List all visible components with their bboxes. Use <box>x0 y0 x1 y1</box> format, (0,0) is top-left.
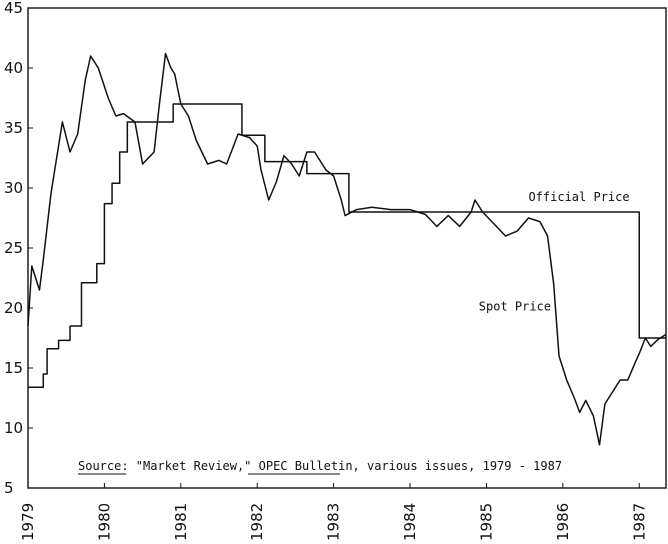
source-text-1: "Market Review," <box>129 459 259 473</box>
y-tick-label: 25 <box>4 239 23 257</box>
y-tick-label: 45 <box>4 0 23 17</box>
spot-price-line <box>27 52 667 446</box>
series-layer <box>27 52 667 446</box>
y-tick-label: 5 <box>4 479 14 497</box>
x-tick-label: 1984 <box>401 503 419 541</box>
official-price-line <box>28 103 666 388</box>
spot-price-label: Spot Price <box>479 299 551 313</box>
x-axis: 1979 1980 1981 1982 1983 1984 1985 1986 1987 <box>19 483 648 541</box>
y-tick-label: 35 <box>4 119 23 137</box>
y-tick-label: 15 <box>4 359 23 377</box>
source-note: Source: "Market Review," OPEC Bulletin, … <box>78 459 562 475</box>
x-tick-label: 1985 <box>477 503 495 541</box>
source-label: Source: <box>78 459 129 473</box>
y-tick-label: 30 <box>4 179 23 197</box>
official-price-label: Official Price <box>528 190 629 204</box>
series-labels: Official Price Spot Price <box>479 190 630 313</box>
x-tick-label: 1983 <box>325 503 343 541</box>
x-tick-label: 1981 <box>172 503 190 541</box>
source-bulletin: OPEC Bulletin <box>259 459 353 473</box>
x-tick-label: 1987 <box>630 503 648 541</box>
x-tick-label: 1982 <box>248 503 266 541</box>
source-text-2: , various issues, 1979 - 1987 <box>353 459 563 473</box>
svg-text:Source: "Market Review," OPEC: Source: "Market Review," OPEC Bulletin, … <box>78 459 562 473</box>
x-tick-label: 1980 <box>95 503 113 541</box>
y-tick-label: 20 <box>4 299 23 317</box>
y-axis: 5 10 15 20 25 30 35 40 45 <box>4 0 33 497</box>
y-tick-label: 10 <box>4 419 23 437</box>
x-tick-label: 1979 <box>19 503 37 541</box>
x-tick-label: 1986 <box>554 503 572 541</box>
y-tick-label: 40 <box>4 59 23 77</box>
plot-frame <box>27 7 667 489</box>
